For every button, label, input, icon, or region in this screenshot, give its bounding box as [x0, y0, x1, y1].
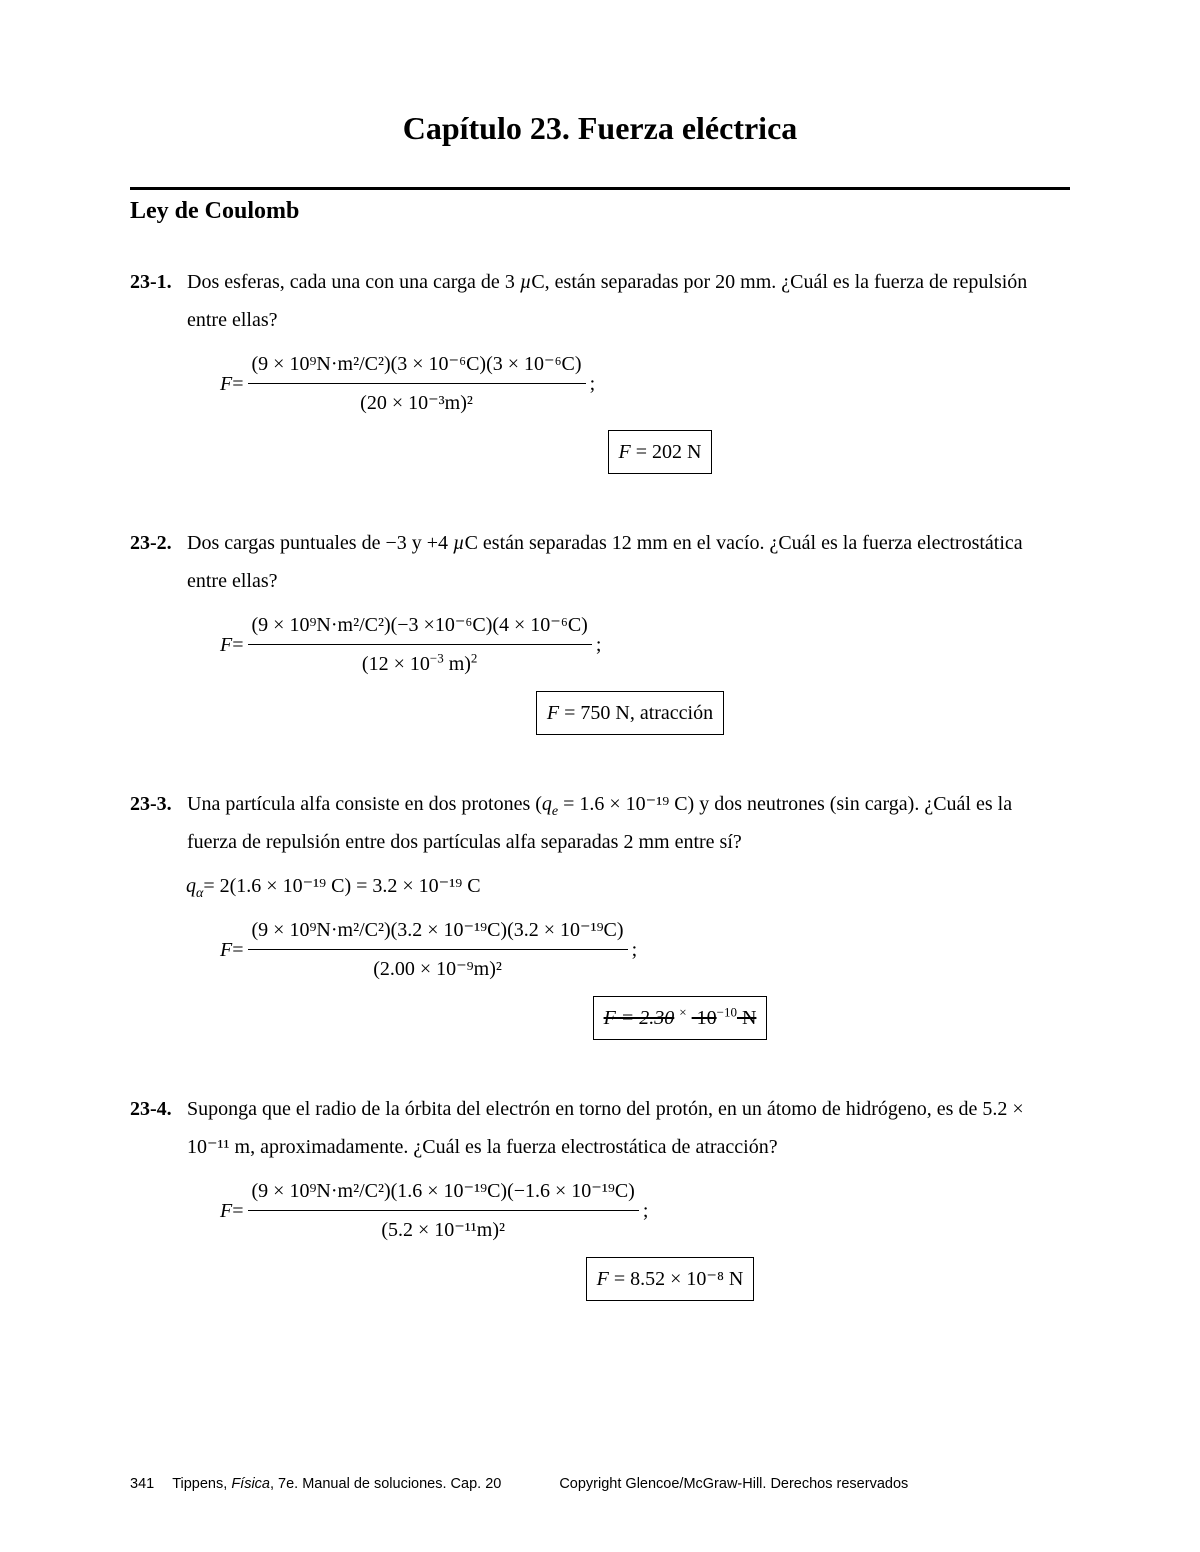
charge-val: = 2(1.6 × 10⁻¹⁹ C) = 3.2 × 10⁻¹⁹ C: [203, 867, 480, 905]
section-title: Ley de Coulomb: [130, 198, 1070, 225]
eq-equals: =: [232, 626, 243, 664]
ans-d: N: [737, 1007, 756, 1029]
eq-lhs: F: [220, 365, 232, 403]
page-footer: 341 Tippens, Física, 7e. Manual de soluc…: [130, 1476, 1070, 1492]
equation: F = (9 × 10⁹N·m²/C²)(3.2 × 10⁻¹⁹C)(3.2 ×…: [220, 911, 1070, 988]
eq-tail: ;: [596, 626, 602, 664]
numerator: (9 × 10⁹N·m²/C²)(3 × 10⁻⁶C)(3 × 10⁻⁶C): [248, 345, 586, 383]
problem-number: 23-3.: [130, 785, 182, 823]
answer-box: F = 202 N: [608, 430, 713, 474]
equation: F = (9 × 10⁹N·m²/C²)(3 × 10⁻⁶C)(3 × 10⁻⁶…: [220, 345, 1070, 422]
den-part: m): [444, 653, 471, 675]
page-number: 341: [130, 1476, 154, 1492]
ans-c: 10: [692, 1007, 717, 1029]
problem-number: 23-2.: [130, 524, 182, 562]
answer-box: F = 750 N, atracción: [536, 691, 724, 735]
eq-tail: ;: [590, 365, 596, 403]
footer-left: Tippens, Física, 7e. Manual de solucione…: [172, 1476, 501, 1492]
problem-23-2: 23-2. Dos cargas puntuales de −3 y +4 µC…: [130, 524, 1070, 735]
q-alpha: qα: [186, 867, 203, 905]
numerator: (9 × 10⁹N·m²/C²)(−3 ×10⁻⁶C)(4 × 10⁻⁶C): [248, 606, 592, 644]
ans-exp: −10: [717, 1004, 737, 1019]
numerator: (9 × 10⁹N·m²/C²)(3.2 × 10⁻¹⁹C)(3.2 × 10⁻…: [248, 911, 628, 949]
den-sq: 2: [471, 650, 478, 665]
eq-tail: ;: [632, 931, 638, 969]
den-part: (12 × 10: [362, 653, 430, 675]
text-part: Dos esferas, cada una con una carga de 3: [187, 271, 520, 293]
eq-equals: =: [232, 365, 243, 403]
ans-a: F = 2.30: [604, 1007, 675, 1029]
ans-times: ×: [679, 1004, 686, 1019]
answer-row: F = 2.30 × 10−10 N: [290, 992, 1070, 1040]
charge-line: qα = 2(1.6 × 10⁻¹⁹ C) = 3.2 × 10⁻¹⁹ C: [186, 867, 1070, 905]
problem-number: 23-1.: [130, 263, 182, 301]
chapter-title: Capítulo 23. Fuerza eléctrica: [130, 110, 1070, 147]
denominator: (20 × 10⁻³m)²: [356, 384, 477, 422]
answer-row: F = 202 N: [250, 426, 1070, 474]
text-part: Dos cargas puntuales de −3 y +4: [187, 532, 453, 554]
equation: F = (9 × 10⁹N·m²/C²)(1.6 × 10⁻¹⁹C)(−1.6 …: [220, 1172, 1070, 1249]
problem-text: Una partícula alfa consiste en dos proto…: [187, 785, 1037, 861]
problem-text: Dos cargas puntuales de −3 y +4 µC están…: [187, 524, 1037, 600]
equation: F = (9 × 10⁹N·m²/C²)(−3 ×10⁻⁶C)(4 × 10⁻⁶…: [220, 606, 1070, 683]
eq-equals: =: [232, 1192, 243, 1230]
denominator: (2.00 × 10⁻⁹m)²: [369, 950, 506, 988]
problem-23-1: 23-1. Dos esferas, cada una con una carg…: [130, 263, 1070, 474]
problem-23-3: 23-3. Una partícula alfa consiste en dos…: [130, 785, 1070, 1040]
eq-lhs: F: [220, 1192, 232, 1230]
problem-text: Suponga que el radio de la órbita del el…: [187, 1090, 1037, 1166]
denominator: (12 × 10−3 m)2: [358, 645, 482, 683]
fraction: (9 × 10⁹N·m²/C²)(1.6 × 10⁻¹⁹C)(−1.6 × 10…: [248, 1172, 639, 1249]
fraction: (9 × 10⁹N·m²/C²)(−3 ×10⁻⁶C)(4 × 10⁻⁶C) (…: [248, 606, 592, 683]
eq-equals: =: [232, 931, 243, 969]
denominator: (5.2 × 10⁻¹¹m)²: [377, 1211, 509, 1249]
fraction: (9 × 10⁹N·m²/C²)(3.2 × 10⁻¹⁹C)(3.2 × 10⁻…: [248, 911, 628, 988]
eq-tail: ;: [643, 1192, 649, 1230]
answer-box: F = 8.52 × 10⁻⁸ N: [586, 1257, 755, 1301]
mu-symbol: µ: [520, 271, 532, 293]
q-symbol: qe: [542, 793, 558, 815]
den-exp: −3: [430, 650, 444, 665]
eq-lhs: F: [220, 626, 232, 664]
answer-row: F = 8.52 × 10⁻⁸ N: [270, 1253, 1070, 1301]
mu-symbol: µ: [453, 532, 465, 554]
text-part: Una partícula alfa consiste en dos proto…: [187, 793, 542, 815]
answer-row: F = 750 N, atracción: [190, 687, 1070, 735]
horizontal-rule: [130, 187, 1070, 190]
footer-right: Copyright Glencoe/McGraw-Hill. Derechos …: [559, 1476, 908, 1492]
page-content: Capítulo 23. Fuerza eléctrica Ley de Cou…: [0, 0, 1200, 1411]
eq-lhs: F: [220, 931, 232, 969]
problem-number: 23-4.: [130, 1090, 182, 1128]
numerator: (9 × 10⁹N·m²/C²)(1.6 × 10⁻¹⁹C)(−1.6 × 10…: [248, 1172, 639, 1210]
problem-text: Dos esferas, cada una con una carga de 3…: [187, 263, 1037, 339]
problem-23-4: 23-4. Suponga que el radio de la órbita …: [130, 1090, 1070, 1301]
fraction: (9 × 10⁹N·m²/C²)(3 × 10⁻⁶C)(3 × 10⁻⁶C) (…: [248, 345, 586, 422]
answer-box: F = 2.30 × 10−10 N: [593, 996, 768, 1040]
